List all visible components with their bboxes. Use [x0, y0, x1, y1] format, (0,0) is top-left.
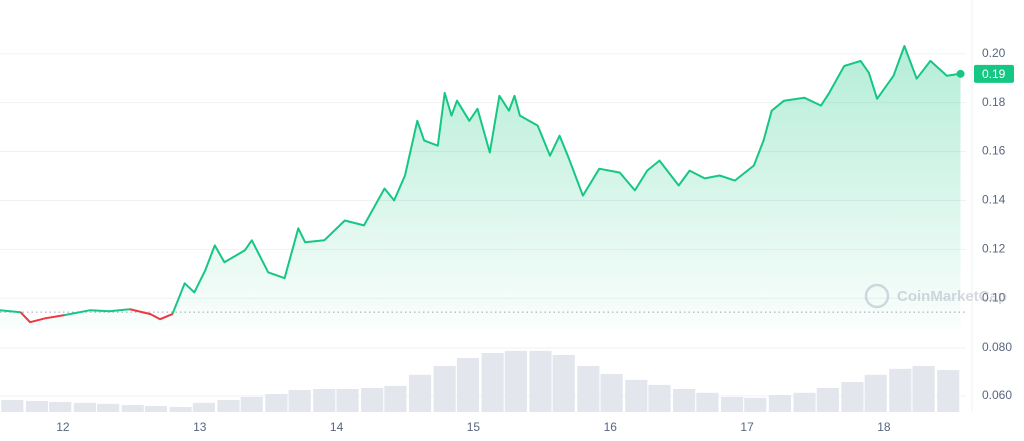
x-tick-label: 17 [740, 420, 754, 434]
volume-bar [864, 374, 887, 412]
volume-bar [456, 358, 480, 412]
volume-bar [793, 392, 816, 412]
line-connector [171, 282, 186, 315]
y-tick-label: 0.12 [982, 242, 1006, 256]
volume-bar [481, 353, 504, 412]
price-area [0, 46, 961, 330]
volume-bar [384, 385, 407, 412]
y-tick-label: 0.080 [982, 340, 1012, 354]
line-connector [19, 311, 31, 323]
y-tick-label: 0.060 [982, 388, 1012, 402]
current-label: 0.19 [982, 67, 1006, 81]
volume-bar [192, 402, 215, 412]
watermark: CoinMarketCap [864, 283, 1007, 309]
volume-bar [577, 365, 600, 412]
volume-bar [625, 379, 648, 412]
volume-bar [720, 396, 744, 412]
volume-bar [25, 400, 49, 412]
line-connector [64, 309, 91, 317]
line-connector [129, 308, 151, 316]
volume-bar [121, 405, 144, 412]
volume-bar [361, 388, 384, 412]
volume-bar [768, 394, 791, 412]
volume-bar [552, 354, 575, 412]
volume-bar [696, 392, 719, 412]
current-badge [974, 64, 1014, 83]
volume-bar [816, 388, 839, 412]
volume-bar [240, 396, 263, 412]
volume-bar [144, 406, 168, 412]
price-line [149, 313, 174, 321]
x-tick-label: 14 [330, 420, 344, 434]
y-tick-label: 0.20 [982, 46, 1006, 60]
volume-bar [600, 373, 623, 412]
volume-bar [97, 403, 120, 412]
volume-bar [408, 374, 432, 412]
volume-bar [313, 388, 336, 412]
current-dot [956, 69, 965, 78]
y-tick-label: 0.10 [982, 290, 1006, 304]
volume-bar [937, 370, 960, 412]
volume-bar [433, 365, 456, 412]
volume-bar [288, 389, 311, 412]
volume-bar [336, 388, 359, 412]
volume-bar [889, 368, 912, 412]
volume-bar [169, 406, 192, 412]
y-tick-label: 0.18 [982, 95, 1006, 109]
price-line [89, 308, 131, 313]
price-line [0, 309, 22, 314]
x-tick-label: 18 [877, 420, 891, 434]
volume-bar [744, 397, 767, 412]
volume-bar [49, 401, 72, 412]
volume-bar [912, 365, 935, 412]
volume-bar [529, 350, 552, 412]
volume-bar [217, 400, 240, 412]
x-tick-label: 16 [604, 420, 618, 434]
y-tick-label: 0.14 [982, 193, 1006, 207]
price-line [183, 45, 962, 294]
y-tick-label: 0.16 [982, 144, 1006, 158]
volume-bar [1, 400, 24, 412]
volume-bar [265, 394, 288, 412]
volume-bar [73, 402, 96, 412]
watermark-text: CoinMarketCap [897, 288, 1007, 305]
volume-bar [673, 388, 696, 412]
volume-bar [648, 384, 671, 412]
volume-bar [841, 382, 864, 412]
x-tick-label: 13 [193, 420, 207, 434]
x-tick-label: 12 [56, 420, 70, 434]
x-tick-label: 15 [467, 420, 481, 434]
volume-bar [504, 350, 527, 412]
price-line [29, 314, 66, 324]
